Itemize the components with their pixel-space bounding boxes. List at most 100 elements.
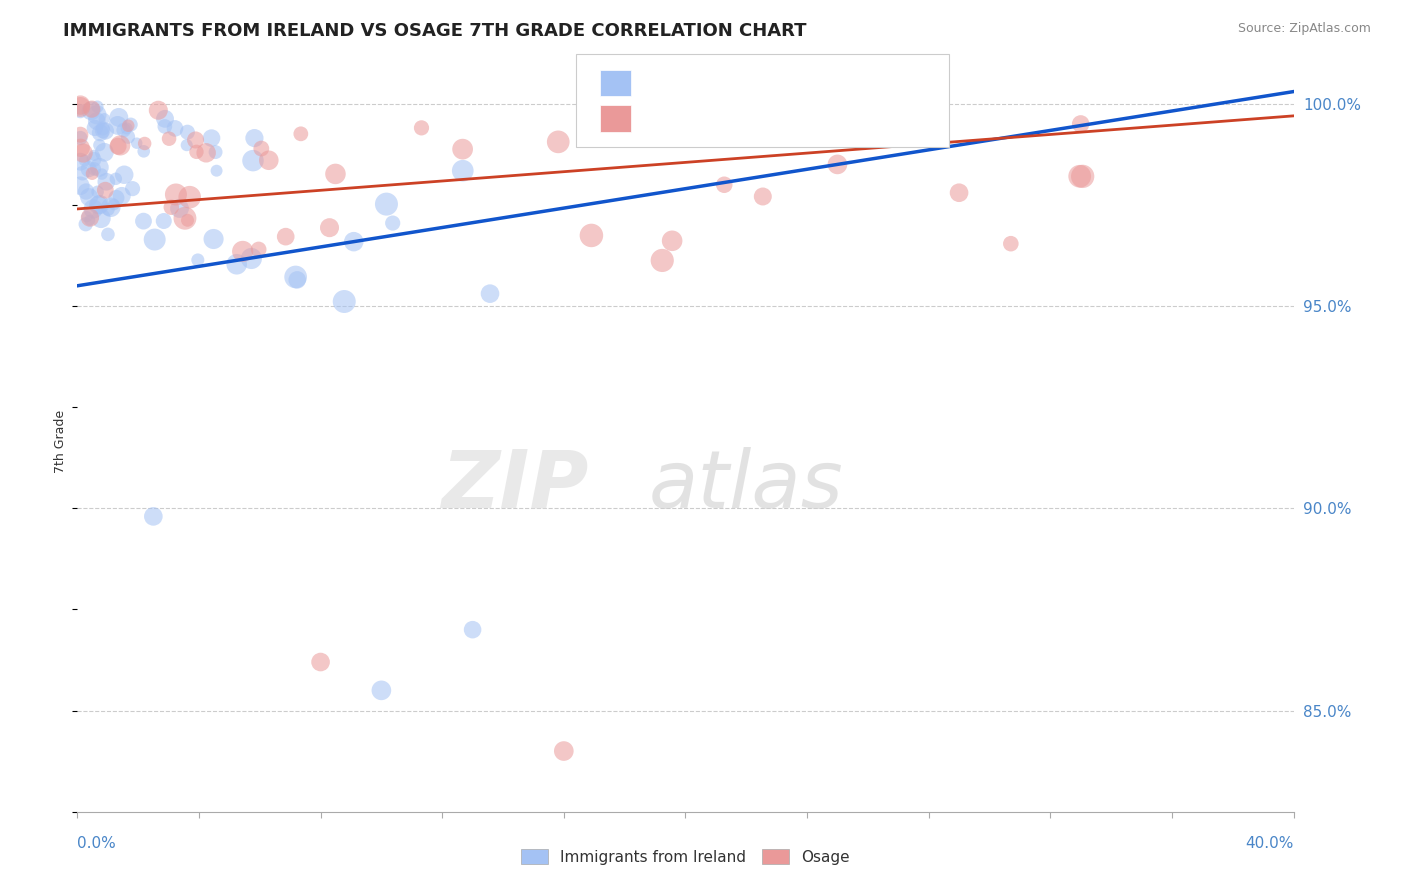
Point xyxy=(285,273,308,287)
Point xyxy=(309,655,332,669)
Point xyxy=(1069,169,1091,184)
Point xyxy=(274,229,297,244)
Point xyxy=(93,112,115,126)
Point xyxy=(143,233,166,247)
Point xyxy=(169,202,191,216)
Point xyxy=(112,123,135,137)
Point xyxy=(93,145,115,160)
Point xyxy=(111,189,134,203)
Point xyxy=(195,145,218,160)
Point xyxy=(77,190,100,204)
Point xyxy=(91,121,114,136)
Text: N =  81: N = 81 xyxy=(801,74,865,92)
Point xyxy=(117,119,139,133)
Point xyxy=(581,228,603,243)
Point xyxy=(232,244,254,259)
Point xyxy=(89,138,111,153)
Point xyxy=(240,252,263,266)
Point xyxy=(325,167,347,181)
Point xyxy=(86,185,108,199)
Point xyxy=(176,213,198,227)
Point xyxy=(69,131,91,145)
Point xyxy=(547,135,569,149)
Point xyxy=(142,509,165,524)
Point xyxy=(89,161,111,175)
Point xyxy=(110,138,132,153)
Point xyxy=(104,171,127,186)
Point xyxy=(87,198,110,212)
Point xyxy=(120,118,142,132)
Point xyxy=(121,181,143,195)
Point xyxy=(86,114,108,128)
Point xyxy=(1071,169,1094,184)
Point xyxy=(69,154,91,169)
Point xyxy=(179,190,201,204)
Point xyxy=(79,213,101,227)
Text: atlas: atlas xyxy=(648,447,844,525)
Text: N =  45: N = 45 xyxy=(801,110,865,128)
Point xyxy=(375,197,398,211)
Point xyxy=(651,253,673,268)
Point xyxy=(117,129,139,144)
Point xyxy=(160,200,183,214)
Point xyxy=(108,111,131,125)
Point xyxy=(205,163,228,178)
Point xyxy=(333,294,356,309)
Point xyxy=(80,103,103,118)
Point xyxy=(100,200,122,214)
Point xyxy=(75,217,97,231)
Point xyxy=(83,148,105,162)
Point xyxy=(284,270,307,285)
Point xyxy=(713,178,735,192)
Text: R =  0.201: R = 0.201 xyxy=(640,74,728,92)
Point xyxy=(72,166,94,180)
Point xyxy=(69,100,91,114)
Point xyxy=(69,98,91,112)
Point xyxy=(69,128,91,142)
Point xyxy=(200,131,222,145)
Point xyxy=(225,257,247,271)
Point xyxy=(132,214,155,228)
Point xyxy=(247,243,270,257)
Point xyxy=(451,142,474,156)
Point xyxy=(204,145,226,159)
Point xyxy=(381,216,404,230)
Point xyxy=(112,168,135,182)
Point xyxy=(115,121,138,136)
Point xyxy=(752,189,775,203)
Point xyxy=(186,145,208,159)
Point xyxy=(75,185,97,199)
Point xyxy=(461,623,484,637)
Point xyxy=(77,162,100,177)
Point xyxy=(94,124,117,138)
Point xyxy=(318,220,340,235)
Point xyxy=(163,121,186,136)
Text: Source: ZipAtlas.com: Source: ZipAtlas.com xyxy=(1237,22,1371,36)
Point xyxy=(134,136,156,151)
Point xyxy=(94,183,117,197)
Point xyxy=(290,127,312,141)
Point xyxy=(91,123,114,137)
Point xyxy=(157,131,180,145)
Point xyxy=(69,141,91,155)
Point xyxy=(80,102,103,116)
Point xyxy=(242,153,264,168)
Text: 0.0%: 0.0% xyxy=(77,836,117,851)
Point xyxy=(187,252,209,267)
Point xyxy=(343,235,366,249)
Point xyxy=(451,163,474,178)
Point xyxy=(553,744,575,758)
Point xyxy=(125,136,148,151)
Text: 40.0%: 40.0% xyxy=(1246,836,1294,851)
Point xyxy=(86,100,108,114)
Point xyxy=(184,133,207,147)
Point xyxy=(69,178,91,193)
Point xyxy=(97,202,120,217)
Point xyxy=(83,120,105,135)
Point xyxy=(105,191,128,205)
Point xyxy=(152,214,174,228)
Point xyxy=(661,234,683,248)
Point xyxy=(97,227,120,242)
Point xyxy=(96,175,118,189)
Point xyxy=(153,112,176,126)
